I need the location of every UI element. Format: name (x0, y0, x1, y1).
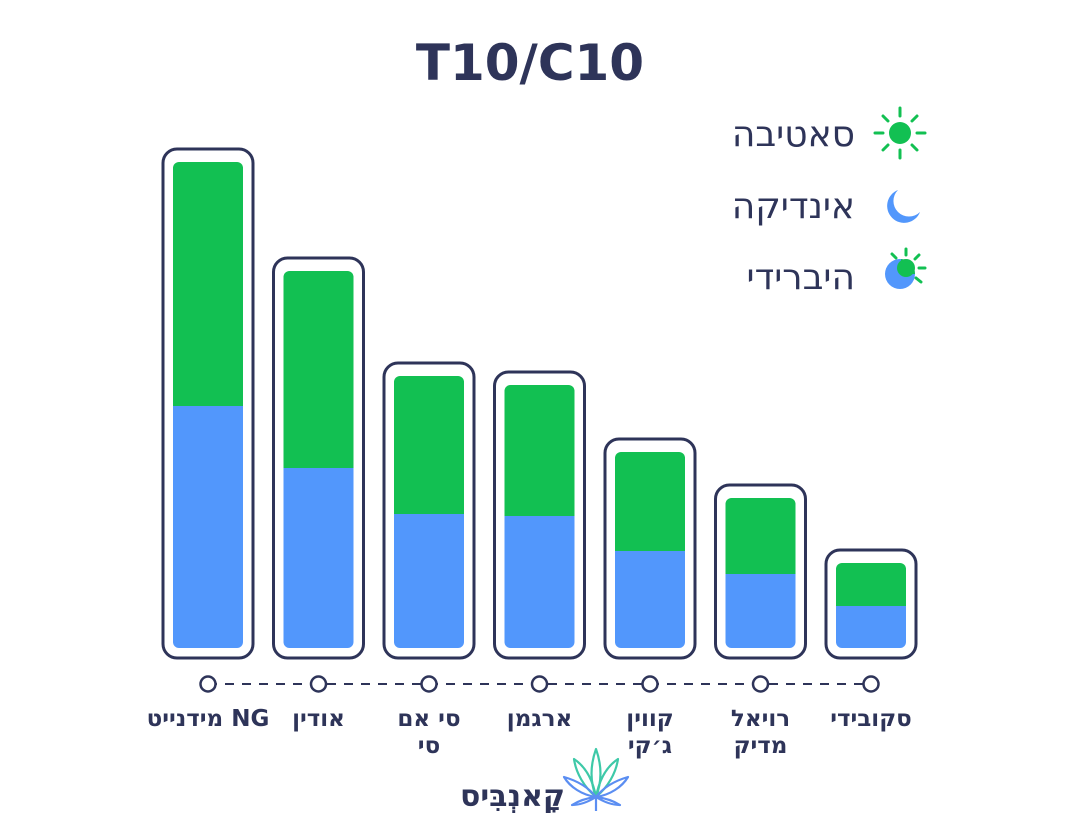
bar-stack (504, 385, 575, 648)
chart-title: T10/C10 (416, 34, 644, 92)
legend-label-sativa: סאטיבה (732, 114, 855, 155)
bar-segment-indica (725, 574, 796, 648)
cannabis-leaf-icon (562, 747, 630, 811)
bar-stack (836, 563, 906, 648)
legend-label-indica: אינדיקה (732, 186, 855, 227)
bar-segment-sativa (394, 376, 464, 514)
hybrid-sun-moon-icon (885, 247, 927, 289)
bar-segment-indica (615, 551, 685, 648)
bar-segment-indica (283, 468, 354, 648)
category-label: מדיק (734, 733, 788, 759)
legend: סאטיבה אינדיקה היברידי (732, 106, 927, 298)
bar-segment-sativa (173, 162, 243, 406)
bar-stack (615, 452, 685, 648)
axis-tick-circle (751, 675, 770, 693)
bar-segment-indica (173, 406, 243, 648)
category-label: מידנייט NG (147, 706, 270, 732)
bar-group (824, 548, 918, 660)
category-label: ג׳קי (628, 733, 672, 759)
bars (161, 147, 918, 660)
bar-segment-sativa (725, 498, 796, 574)
bar-stack (394, 376, 464, 648)
axis-tick-circle (420, 675, 438, 693)
bar-group (603, 437, 697, 660)
category-label: ארגמן (507, 706, 572, 732)
bar-group (161, 147, 255, 660)
legend-item-sativa: סאטיבה (732, 106, 927, 160)
bar-segment-sativa (836, 563, 906, 606)
brand-logo: קָאנְבִּיס (460, 747, 630, 814)
moon-icon (887, 190, 920, 223)
category-label: רויאל (731, 706, 790, 732)
bar-group (714, 483, 807, 660)
category-label: סי (418, 733, 440, 759)
legend-label-hybrid: היברידי (747, 257, 855, 298)
legend-item-hybrid: היברידי (747, 247, 927, 298)
bar-stack (725, 498, 796, 648)
axis-tick-circle (309, 675, 328, 693)
bar-group (382, 361, 476, 660)
bar-segment-sativa (615, 452, 685, 551)
category-axis (199, 675, 880, 693)
bar-segment-indica (836, 606, 906, 648)
brand-name: קָאנְבִּיס (460, 779, 565, 814)
axis-tick-circle (862, 675, 880, 693)
bar-stack (173, 162, 243, 648)
axis-tick-circle (530, 675, 549, 693)
sun-icon (873, 106, 927, 160)
bar-group (272, 256, 365, 660)
axis-tick-circle (641, 675, 659, 693)
bar-stack (283, 271, 354, 648)
legend-item-indica: אינדיקה (732, 186, 920, 227)
bar-segment-sativa (283, 271, 354, 468)
category-label: סי אם (397, 706, 460, 732)
bar-segment-sativa (504, 385, 575, 516)
bar-segment-indica (504, 516, 575, 648)
bar-group (493, 370, 586, 660)
category-label: קווין (626, 706, 673, 732)
bar-segment-indica (394, 514, 464, 648)
category-label: אודין (292, 706, 345, 732)
axis-tick-circle (199, 675, 217, 693)
category-label: סקובידי (830, 706, 912, 732)
